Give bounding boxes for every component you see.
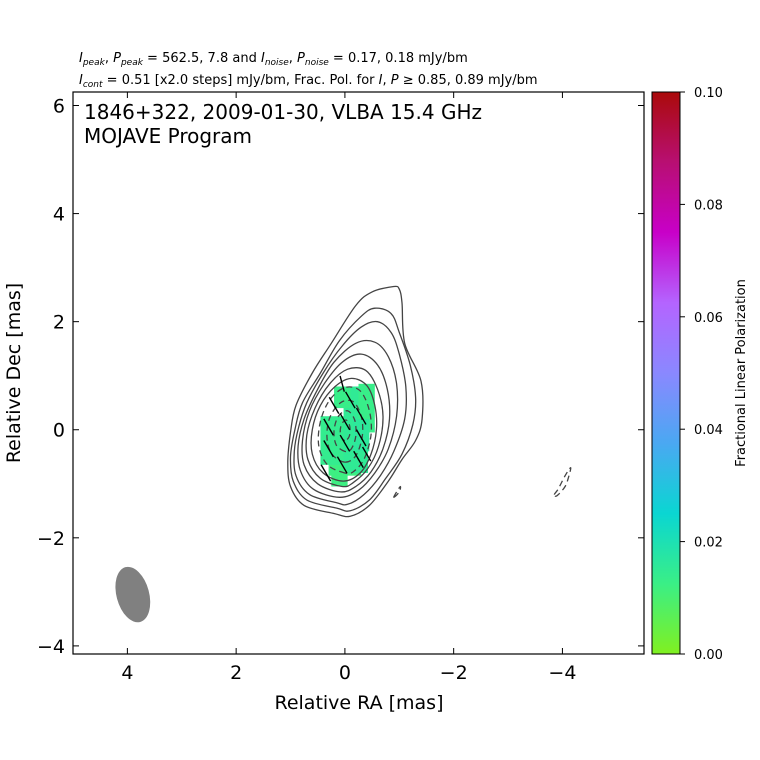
evpa-vector: [339, 375, 345, 392]
evpa-vector: [328, 396, 340, 414]
colorbar-tick-label: 0.02: [694, 536, 723, 551]
x-tick-label: −4: [548, 662, 576, 684]
polarization-pixel: [331, 470, 348, 487]
colorbar: [651, 91, 681, 655]
evpa-vector: [344, 391, 356, 409]
evpa-vector: [353, 450, 364, 469]
beam-ellipse: [115, 566, 151, 623]
plot-title: 1846+322, 2009-01-30, VLBA 15.4 GHz: [84, 100, 482, 124]
y-axis-label: Relative Dec [mas]: [3, 283, 25, 463]
evpa-vector: [355, 407, 367, 425]
plot-frame: [72, 91, 645, 655]
contour: [305, 367, 384, 488]
contour-dashed: [339, 419, 351, 442]
evpa-vector: [361, 446, 372, 462]
x-axis-label: Relative RA [mas]: [274, 692, 443, 714]
y-tick-label: −4: [37, 636, 65, 658]
colorbar-tick-label: 0.10: [694, 86, 723, 101]
colorbar-ticks: 0.00 0.02 0.04 0.06 0.08 0.10: [680, 86, 723, 663]
polarization-pixel: [334, 386, 351, 409]
header-line-2: Icont = 0.51 [x2.0 steps] mJy/bm, Frac. …: [79, 73, 538, 90]
plot-area: [115, 285, 572, 623]
header-line-1: Ipeak, Ppeak = 562.5, 7.8 and Inoise, Pn…: [79, 51, 468, 68]
colorbar-tick-label: 0.08: [694, 198, 723, 213]
x-tick-label: 4: [121, 662, 133, 684]
polarization-pixel: [353, 418, 370, 452]
contour: [301, 353, 391, 493]
evpa-vector: [323, 418, 334, 436]
colorbar-tick-label: 0.04: [694, 423, 723, 438]
y-tick-label: 6: [53, 96, 65, 118]
evpa-vector: [320, 464, 332, 482]
x-tick-label: −2: [440, 662, 468, 684]
y-tick-label: 0: [53, 420, 65, 442]
evpa-vector: [355, 429, 367, 447]
contour: [289, 307, 417, 512]
contour-dashed: [326, 399, 364, 463]
y-tick-label: 2: [53, 312, 65, 334]
evpa-vector: [339, 434, 351, 452]
contour: [297, 339, 399, 498]
axes: 4 2 0 −2 −4 6 4 2 0 −2 −4: [37, 92, 644, 684]
evpa-vector: [336, 456, 348, 474]
colorbar-tick-label: 0.06: [694, 311, 723, 326]
colorbar-tick-label: 0.00: [694, 648, 723, 663]
contour: [293, 320, 408, 506]
y-tick-label: 4: [53, 204, 65, 226]
y-tick-label: −2: [37, 528, 65, 550]
x-tick-label: 0: [339, 662, 351, 684]
evpa-vector: [323, 440, 334, 458]
contour-dashed: [553, 466, 572, 497]
contour: [310, 377, 378, 482]
contour-dashed: [393, 485, 402, 498]
x-tick-label: 2: [230, 662, 242, 684]
evpa-vector: [339, 413, 351, 431]
plot-subtitle: MOJAVE Program: [84, 124, 252, 148]
contour: [287, 285, 424, 518]
contour-dashed: [333, 410, 357, 453]
colorbar-label: Fractional Linear Polarization: [734, 279, 749, 467]
